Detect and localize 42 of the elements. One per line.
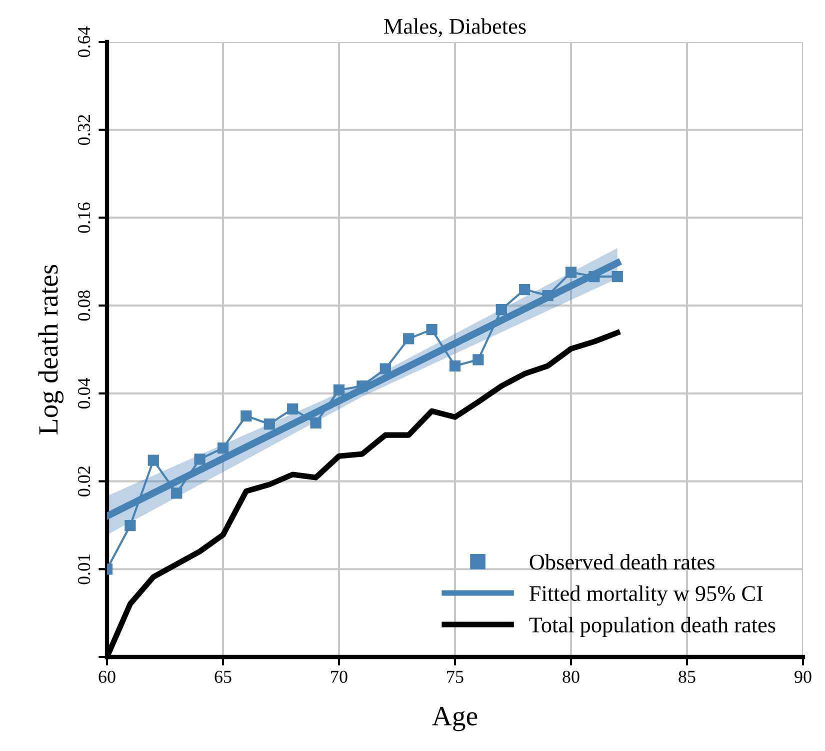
- x-axis-title: Age: [432, 706, 478, 732]
- point: [333, 384, 345, 396]
- point: [588, 270, 600, 282]
- y-tick-label: 0.04: [78, 378, 90, 409]
- point: [287, 403, 298, 414]
- point: [217, 442, 229, 454]
- x-tick-label: 75: [447, 670, 464, 683]
- legend-label: Total population death rates: [529, 616, 776, 637]
- point: [403, 333, 414, 344]
- point: [124, 520, 136, 532]
- point: [310, 417, 322, 428]
- point: [426, 324, 438, 336]
- point: [519, 284, 530, 296]
- y-axis-title: Log death rates: [38, 264, 64, 434]
- point: [612, 270, 623, 282]
- y-tick-label: 0.08: [78, 290, 90, 321]
- y-tick-label: 0.01: [78, 554, 90, 584]
- legend-label: Fitted mortality w 95% CI: [530, 585, 763, 606]
- x-tick-label: 60: [98, 670, 116, 683]
- point: [194, 454, 206, 465]
- x-tick-label: 90: [794, 670, 812, 683]
- point: [542, 290, 554, 302]
- point: [380, 363, 391, 374]
- point: [356, 380, 368, 392]
- point: [171, 488, 182, 499]
- chart-title: Males, Diabetes: [384, 18, 526, 38]
- legend-label: Observed death rates: [530, 554, 714, 570]
- point: [240, 410, 252, 422]
- point: [264, 418, 275, 430]
- x-tick-label: 80: [562, 670, 580, 683]
- point: [472, 354, 484, 366]
- point: [449, 360, 461, 372]
- y-tick-label: 0.64: [78, 26, 90, 58]
- x-tick-label: 65: [214, 670, 232, 683]
- y-tick-label: 0.32: [78, 115, 90, 145]
- point: [496, 304, 507, 316]
- y-tick-label: 0.02: [78, 466, 90, 496]
- x-tick-label: 70: [331, 670, 348, 683]
- point: [148, 454, 159, 466]
- point: [565, 266, 577, 278]
- x-tick-label: 85: [678, 670, 696, 683]
- y-tick-label: 0.16: [78, 202, 90, 233]
